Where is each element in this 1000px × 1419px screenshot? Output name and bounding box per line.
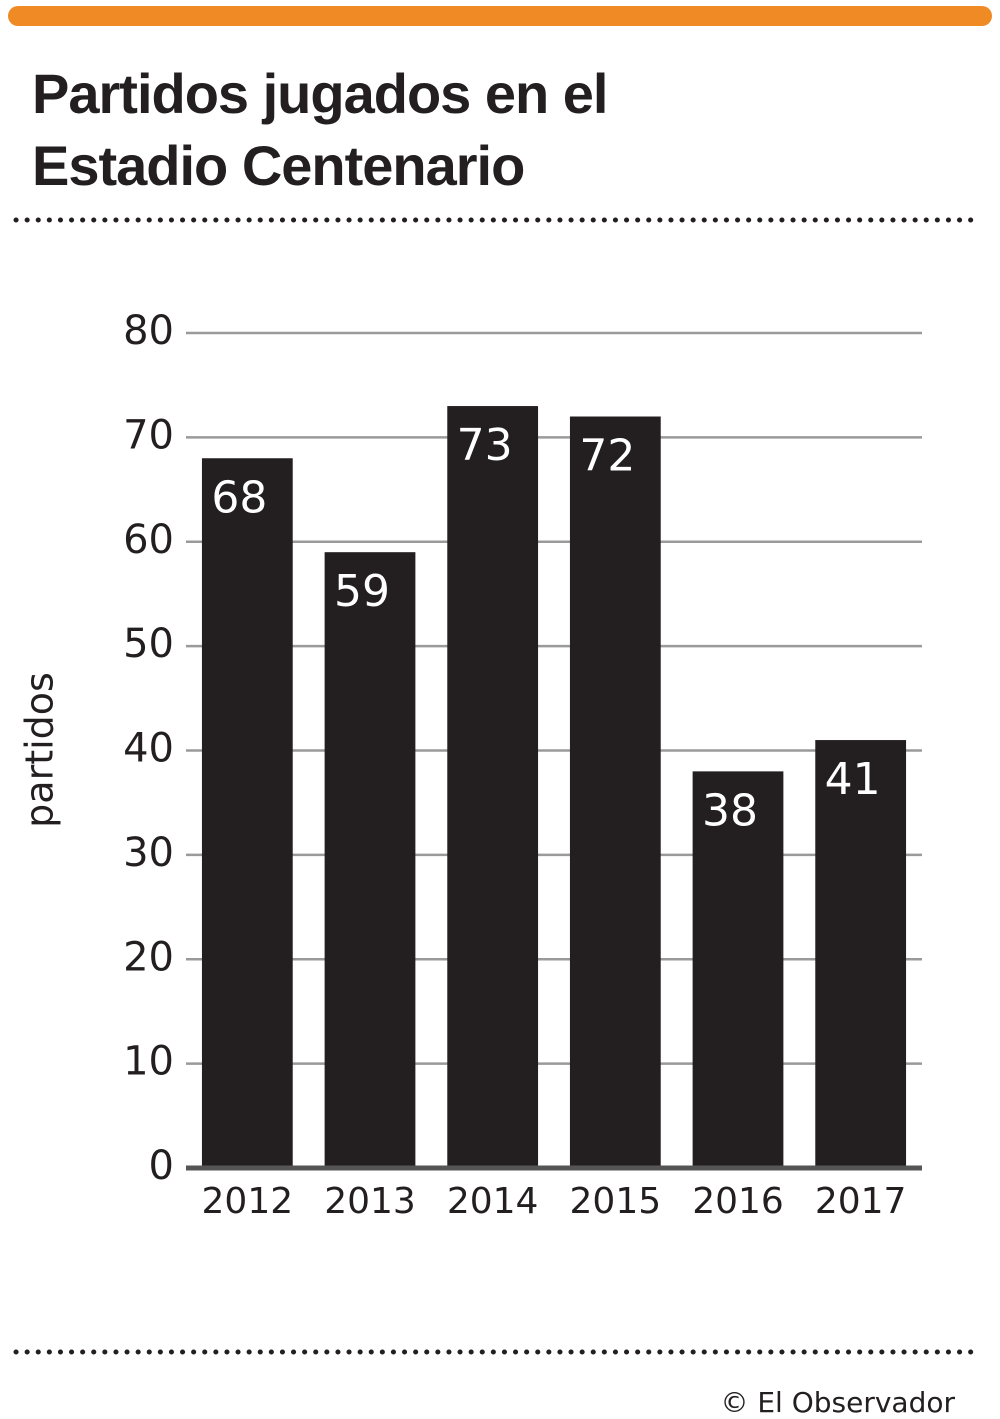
bar [692,771,784,1168]
source: © El Observador [720,1386,955,1419]
y-tick-label: 70 [123,412,174,458]
bar [447,406,539,1168]
y-tick-label: 10 [123,1039,174,1085]
x-tick-label: 2017 [815,1181,907,1222]
x-tick-label: 2015 [570,1181,662,1222]
y-tick-label: 20 [123,934,174,980]
x-tick-label: 2013 [324,1181,416,1222]
value-label: 73 [457,420,513,471]
value-label: 72 [579,431,635,482]
top-bar [8,6,992,26]
y-tick-label: 80 [123,308,174,354]
y-axis-label: partidos [18,672,62,828]
y-tick-label: 0 [149,1143,174,1189]
y-tick-label: 50 [123,621,174,667]
bar [815,740,907,1168]
value-label: 68 [211,472,267,523]
bar [324,552,416,1168]
value-label: 59 [334,566,390,617]
bar [569,416,661,1168]
x-tick-label: 2016 [692,1181,784,1222]
x-tick-label: 2014 [447,1181,539,1222]
x-tick-label: 2012 [202,1181,294,1222]
value-label: 38 [702,785,758,836]
y-tick-label: 40 [123,726,174,772]
chart-title: Partidos jugados en el Estadio Centenari… [32,62,608,197]
y-tick-label: 60 [123,517,174,563]
bar [201,458,293,1168]
y-tick-label: 30 [123,830,174,876]
value-label: 41 [825,754,881,805]
